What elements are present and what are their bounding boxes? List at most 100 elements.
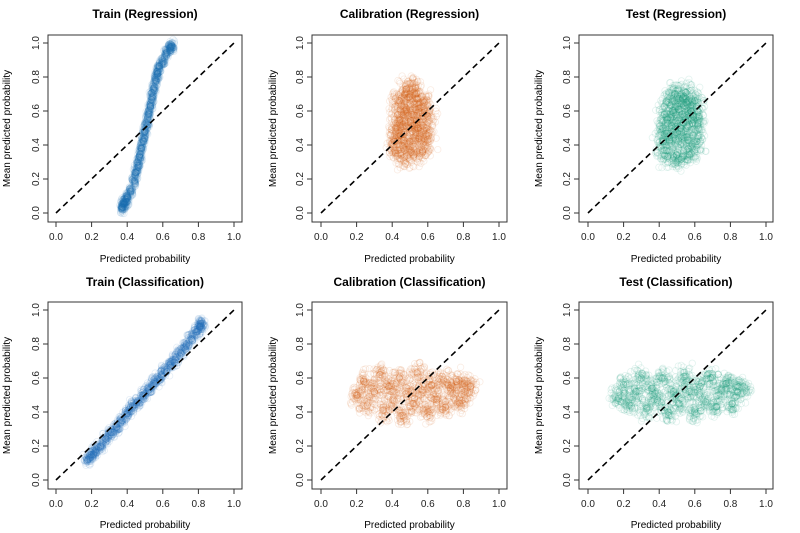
point <box>121 202 129 210</box>
x-tick-label: 1.0 <box>759 232 773 243</box>
point <box>119 195 127 204</box>
point <box>120 201 128 209</box>
panel-title: Train (Classification) <box>86 275 204 289</box>
panel-title: Test (Regression) <box>626 7 726 21</box>
point <box>121 192 130 200</box>
point <box>124 195 132 203</box>
point <box>119 203 127 211</box>
y-axis-label: Mean predicted probability <box>2 337 13 454</box>
x-tick-label: 0.6 <box>688 232 702 243</box>
point <box>119 201 127 210</box>
point <box>118 202 127 210</box>
point <box>128 187 136 195</box>
point <box>118 203 126 211</box>
point <box>121 200 129 208</box>
point <box>122 190 131 198</box>
point <box>126 185 134 193</box>
point <box>121 203 129 211</box>
x-tick-label: 0.8 <box>723 232 737 243</box>
point <box>122 190 131 199</box>
x-tick-label: 0.8 <box>191 232 205 243</box>
point <box>128 188 136 196</box>
point <box>119 204 128 212</box>
point <box>126 185 134 193</box>
point <box>123 191 131 199</box>
point <box>124 195 133 203</box>
point <box>124 193 132 201</box>
point <box>128 189 136 197</box>
point <box>122 192 130 200</box>
y-tick-label: 1.0 <box>295 36 306 50</box>
point <box>120 196 128 205</box>
point <box>434 145 442 154</box>
point <box>123 194 132 203</box>
point <box>124 200 132 208</box>
y-tick-label: 0.0 <box>562 206 573 220</box>
point <box>126 188 134 196</box>
point <box>120 200 128 208</box>
point <box>118 205 126 213</box>
point <box>117 202 125 211</box>
point <box>123 199 131 207</box>
point <box>126 185 134 193</box>
point <box>128 176 136 184</box>
point <box>120 198 128 206</box>
point <box>122 202 130 210</box>
point <box>127 187 135 196</box>
point <box>121 199 129 207</box>
point <box>123 195 131 203</box>
point <box>122 202 130 210</box>
point <box>121 200 129 208</box>
y-tick-label: 0.8 <box>562 70 573 84</box>
point <box>120 199 128 208</box>
point <box>126 184 134 192</box>
reference-line <box>587 42 767 214</box>
y-tick-label: 0.2 <box>562 172 573 186</box>
y-tick-label: 0.6 <box>295 104 306 118</box>
point <box>127 188 135 196</box>
point <box>121 197 129 205</box>
point <box>131 174 139 182</box>
point <box>122 195 130 203</box>
point <box>127 184 135 192</box>
panel-3: Train (Classification) Predicted probabil… <box>2 275 243 531</box>
point <box>118 199 126 207</box>
point <box>118 204 126 212</box>
point <box>123 191 131 199</box>
point <box>124 193 132 202</box>
point <box>123 194 131 202</box>
point <box>123 193 131 201</box>
point <box>120 198 129 206</box>
x-tick-label: 0.6 <box>156 232 170 243</box>
x-tick-label: 0.0 <box>581 232 595 243</box>
point <box>117 203 125 211</box>
point <box>119 201 127 209</box>
point <box>121 202 129 210</box>
point <box>126 189 135 197</box>
point <box>120 205 128 213</box>
point <box>126 185 134 193</box>
point <box>119 199 127 207</box>
point <box>127 186 135 194</box>
point <box>118 205 126 213</box>
point <box>123 198 131 206</box>
point <box>126 187 134 195</box>
panel-title: Calibration (Regression) <box>340 7 479 21</box>
point <box>119 206 127 214</box>
point <box>130 178 138 186</box>
point <box>119 197 127 206</box>
point <box>122 194 130 202</box>
point <box>122 197 130 206</box>
point <box>119 203 127 211</box>
x-axis-label: Predicted probability <box>100 520 191 531</box>
point <box>124 198 132 206</box>
point <box>120 203 128 211</box>
point <box>124 194 132 202</box>
point <box>120 198 128 206</box>
panel-1: Calibration (Regression)Predicted probab… <box>268 7 508 265</box>
point <box>123 192 131 200</box>
y-tick-label: 0.6 <box>562 104 573 118</box>
data-point <box>127 187 135 195</box>
x-tick-label: 0.0 <box>314 232 328 243</box>
point <box>118 204 126 212</box>
